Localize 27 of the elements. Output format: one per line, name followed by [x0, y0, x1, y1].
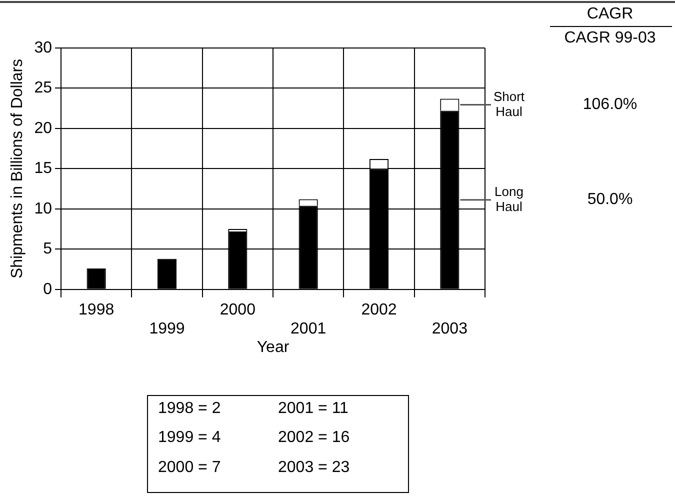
- text: Short Haul: [493, 88, 525, 119]
- y-tick-label: 20: [34, 120, 52, 137]
- text: 2000 = 7: [158, 458, 222, 478]
- text: CAGR: [586, 5, 634, 22]
- text: 1998 = 2: [158, 400, 222, 419]
- x-tick-label: 2000: [220, 301, 256, 318]
- y-tick-label: 10: [34, 200, 52, 218]
- y-tick-label: 5: [43, 240, 52, 258]
- x-tick-label: 2001: [290, 320, 326, 338]
- text: 2002 = 16: [278, 429, 351, 448]
- x-tick-label: 1999: [149, 320, 185, 338]
- x-tick-label: 1998: [78, 301, 114, 318]
- x-tick-label: 2003: [432, 320, 468, 338]
- text: 2003 = 23: [278, 458, 351, 478]
- text: 1999 = 4: [158, 429, 222, 448]
- text: Long Haul: [494, 184, 524, 214]
- y-tick-label: 0: [43, 280, 52, 298]
- text: 106.0%: [582, 96, 638, 114]
- y-axis-title: Shipments in Billions of Dollars: [9, 58, 26, 279]
- y-tick-label: 15: [34, 160, 52, 178]
- text: 2001 = 11: [278, 400, 350, 419]
- text: 50.0%: [587, 191, 633, 208]
- y-tick-label: 30: [34, 39, 52, 56]
- x-tick-label: 2002: [361, 301, 397, 318]
- y-tick-label: 25: [34, 80, 52, 97]
- text: CAGR 99-03: [564, 29, 656, 46]
- x-axis-title: Year: [256, 338, 290, 356]
